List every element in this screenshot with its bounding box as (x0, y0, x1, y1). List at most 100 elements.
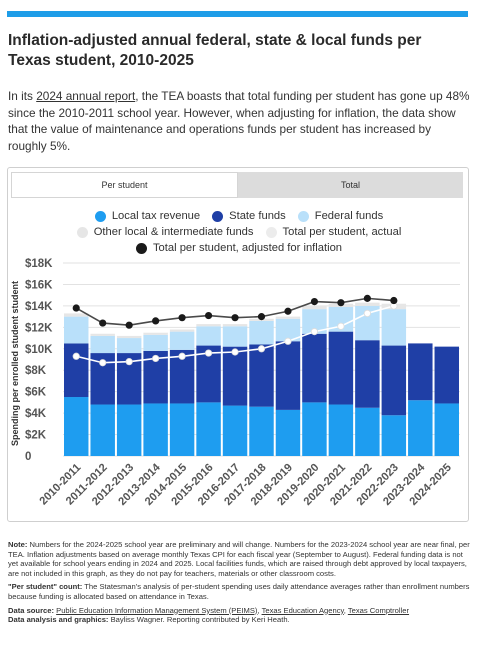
bar-other-2012-2013 (116, 335, 142, 339)
footnotes: Note: Numbers for the 2024-2025 school y… (8, 540, 470, 625)
chart-legend: Local tax revenue State funds Federal fu… (8, 208, 470, 256)
point-adjusted_line-6 (231, 314, 239, 322)
tab-per-student[interactable]: Per student (11, 172, 238, 198)
source-sep-2: , (343, 605, 348, 615)
point-actual_line-6 (231, 348, 239, 356)
point-actual_line-8 (284, 337, 292, 345)
legend-item-actual: Total per student, actual (265, 226, 402, 238)
legend-label-federal: Federal funds (314, 210, 384, 222)
point-actual_line-7 (257, 345, 266, 353)
point-adjusted_line-7 (257, 313, 266, 321)
bar-local-2012-2013 (116, 404, 142, 456)
bar-other-2018-2019 (275, 316, 301, 319)
accent-bar (7, 11, 468, 17)
bar-local-2022-2023 (381, 415, 407, 456)
bar-state-2019-2020 (302, 333, 327, 403)
bar-state-2021-2022 (355, 340, 380, 408)
legend-label-actual: Total per student, actual (282, 226, 402, 238)
count-paragraph: "Per student" count: The Statesman's ana… (8, 582, 470, 601)
point-actual_line-4 (178, 352, 186, 360)
bar-local-2024-2025 (434, 403, 459, 456)
bar-other-2014-2015 (169, 329, 195, 332)
y-tick-label: $14K (25, 301, 53, 313)
bar-state-2023-2024 (408, 343, 433, 401)
legend-label-other: Other local & intermediate funds (93, 226, 254, 238)
source-sep-1: , (257, 605, 262, 615)
bar-state-2016-2017 (222, 346, 248, 406)
source-label: Data source: (8, 605, 55, 615)
bar-local-2018-2019 (275, 409, 301, 456)
y-tick-label: $6K (25, 387, 47, 399)
point-adjusted_line-4 (178, 314, 186, 322)
y-tick-label: $4K (25, 408, 47, 420)
analysis-label: Data analysis and graphics: (8, 615, 109, 625)
bar-local-2017-2018 (249, 406, 274, 456)
y-tick-label: $16K (25, 279, 53, 291)
bar-federal-2016-2017 (222, 326, 248, 347)
bar-local-2010-2011 (64, 397, 89, 456)
legend-item-federal: Federal funds (297, 210, 384, 222)
point-actual_line-0 (72, 352, 80, 360)
legend-row-2: Other local & intermediate funds Total p… (8, 224, 470, 240)
y-tick-label: $8K (25, 365, 47, 377)
source-link-peims[interactable]: Public Education Information Management … (56, 605, 258, 615)
bar-federal-2014-2015 (169, 331, 195, 350)
chart-tabs: Per student Total (11, 172, 463, 198)
point-actual_line-10 (337, 322, 345, 330)
tab-total[interactable]: Total (238, 172, 463, 198)
legend-dot-federal (297, 210, 309, 222)
legend-dot-local (94, 210, 106, 222)
annual-report-link[interactable]: 2024 annual report (36, 89, 136, 103)
chart-card: Per student Total Local tax revenue Stat… (7, 167, 469, 522)
chart-plot: 0 $2K $4K $6K $8K $10K $12K $14K $16K $18K Spendin… (10, 258, 460, 508)
note-text: Numbers for the 2024-2025 school year ar… (8, 540, 470, 578)
y-tick-label: $10K (25, 344, 53, 356)
intro-text-after: , the TEA boasts that total funding per … (8, 89, 470, 153)
bar-federal-2013-2014 (143, 334, 168, 351)
legend-label-adjusted: Total per student, adjusted for inflatio… (152, 242, 343, 254)
point-actual_line-1 (99, 359, 107, 367)
point-actual_line-9 (310, 328, 319, 336)
y-tick-label: $2K (25, 430, 47, 442)
point-adjusted_line-11 (363, 294, 371, 302)
legend-item-adjusted: Total per student, adjusted for inflatio… (135, 242, 343, 254)
bar-local-2013-2014 (143, 403, 168, 456)
bar-federal-2018-2019 (275, 318, 301, 342)
bar-local-2014-2015 (169, 403, 195, 456)
bar-other-2021-2022 (355, 302, 380, 306)
bar-state-2010-2011 (64, 343, 89, 398)
point-adjusted_line-1 (99, 319, 107, 327)
legend-item-other: Other local & intermediate funds (76, 226, 254, 238)
page-title: Inflation-adjusted annual federal, state… (8, 32, 422, 69)
bar-local-2021-2022 (355, 407, 380, 456)
bar-state-2018-2019 (275, 341, 301, 410)
point-adjusted_line-0 (72, 304, 80, 312)
source-link-comptroller[interactable]: Texas Comptroller (347, 605, 410, 615)
legend-label-local: Local tax revenue (111, 210, 201, 222)
legend-row-3: Total per student, adjusted for inflatio… (8, 240, 470, 256)
count-text: The Statesman's analysis of per-student … (8, 582, 470, 601)
bar-other-2011-2012 (90, 333, 115, 336)
y-tick-label: 0 (25, 451, 31, 463)
bar-state-2017-2018 (249, 344, 274, 407)
bar-other-2016-2017 (222, 324, 248, 327)
bar-local-2016-2017 (222, 405, 248, 456)
bar-federal-2012-2013 (116, 338, 142, 354)
intro-paragraph: In its 2024 annual report, the TEA boast… (8, 88, 470, 154)
point-adjusted_line-9 (310, 297, 319, 306)
legend-row-1: Local tax revenue State funds Federal fu… (8, 208, 470, 224)
point-adjusted_line-10 (337, 299, 345, 307)
bar-other-2015-2016 (196, 324, 221, 327)
point-adjusted_line-2 (125, 321, 133, 329)
y-tick-label: $12K (25, 322, 53, 334)
legend-dot-other (76, 226, 88, 238)
legend-item-state: State funds (212, 210, 286, 222)
bar-state-2024-2025 (434, 346, 459, 404)
point-adjusted_line-3 (152, 317, 160, 325)
bar-local-2011-2012 (90, 404, 115, 456)
bar-other-2013-2014 (143, 332, 168, 335)
analysis-text: Bayliss Wagner. Reporting contributed by… (108, 615, 290, 625)
source-link-tea[interactable]: Texas Education Agency (261, 605, 344, 615)
legend-label-state: State funds (229, 210, 286, 222)
bar-other-2010-2011 (64, 313, 89, 317)
